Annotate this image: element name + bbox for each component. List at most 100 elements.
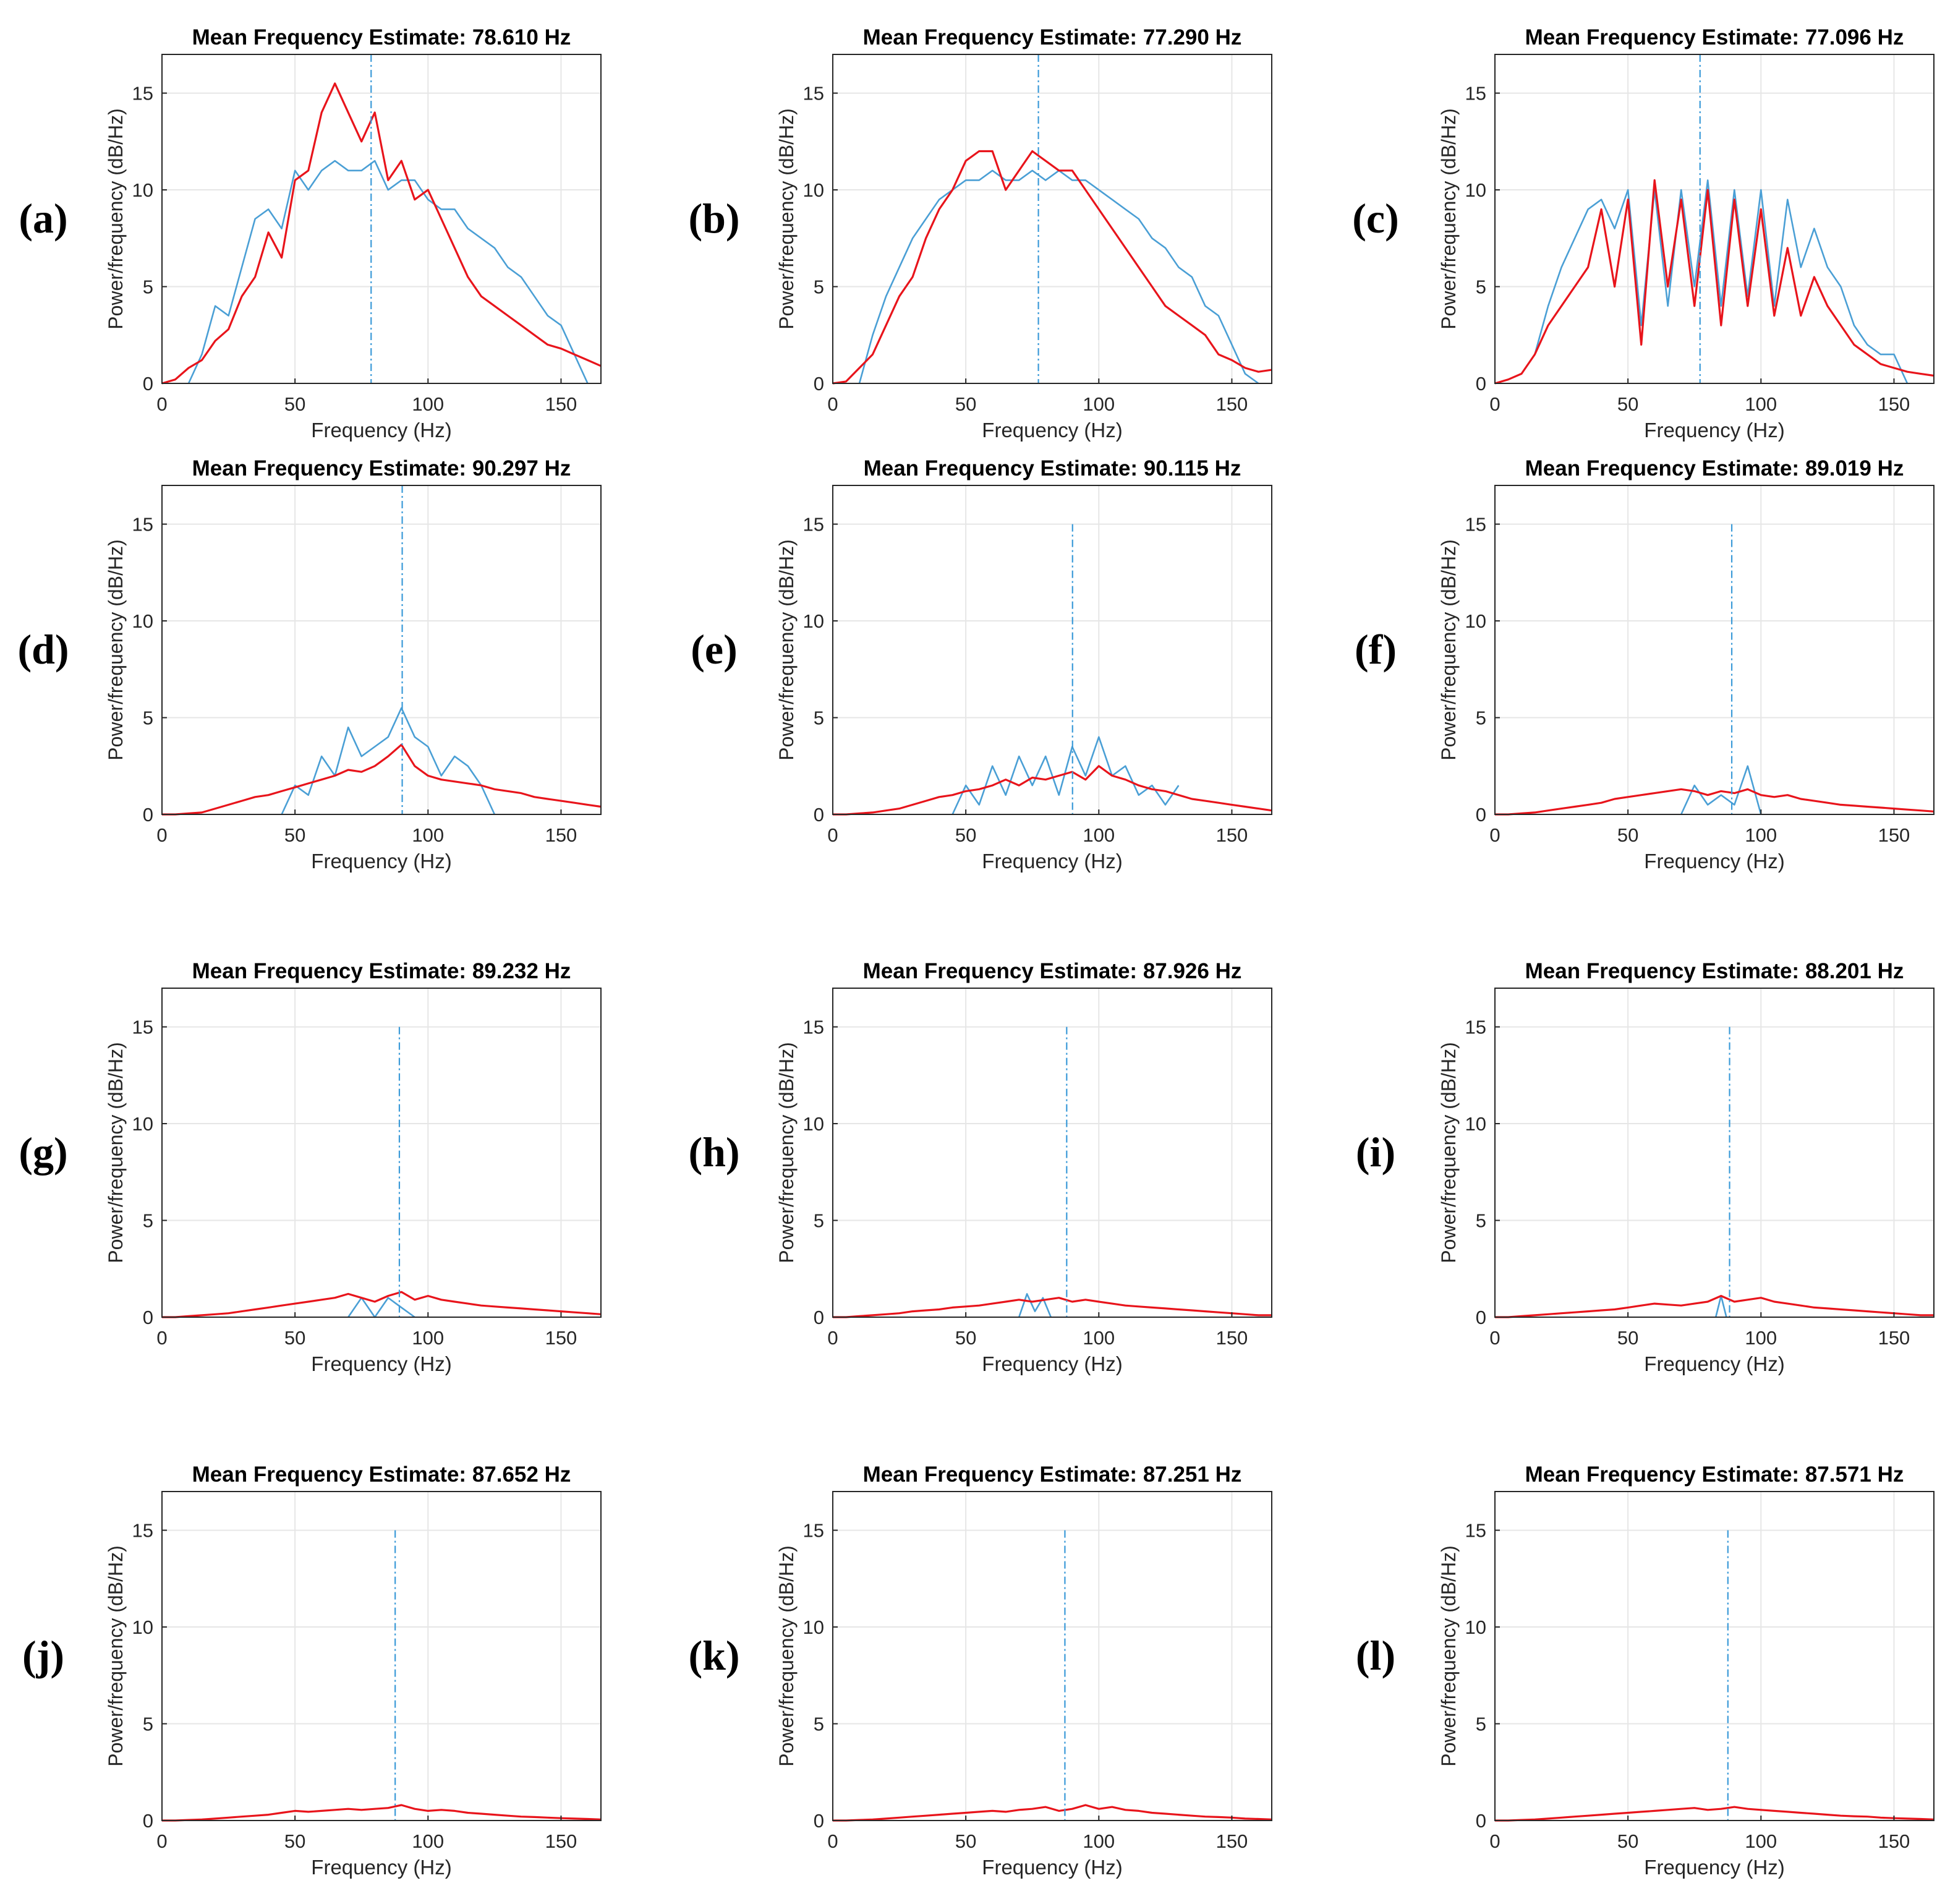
x-tick-label: 150 (1878, 1327, 1910, 1349)
x-tick-label: 150 (1878, 1830, 1910, 1852)
axes-box (832, 54, 1272, 384)
series-line-red (162, 1291, 602, 1318)
x-axis-label: Frequency (Hz) (982, 850, 1122, 873)
y-tick-label: 15 (132, 1017, 153, 1038)
y-axis-label: Power/frequency (dB/Hz) (104, 108, 127, 329)
y-axis-label: Power/frequency (dB/Hz) (1437, 539, 1460, 760)
chart-title: Mean Frequency Estimate: 87.571 Hz (1525, 1462, 1904, 1487)
series-line-red (1495, 1295, 1934, 1318)
y-tick-label: 0 (814, 1810, 824, 1832)
x-tick-label: 0 (827, 1830, 838, 1852)
chart-title: Mean Frequency Estimate: 87.652 Hz (192, 1462, 571, 1487)
plot-area (1495, 988, 1934, 1317)
x-tick-label: 100 (1745, 1830, 1777, 1852)
x-tick-label: 100 (1083, 824, 1115, 846)
chart-title: Mean Frequency Estimate: 87.251 Hz (863, 1462, 1242, 1487)
axes-box (161, 1491, 602, 1821)
x-tick-label: 50 (284, 1830, 305, 1852)
y-tick-label: 0 (143, 373, 153, 395)
series-line-red (1495, 1806, 1935, 1822)
chart-title: Mean Frequency Estimate: 90.297 Hz (192, 456, 571, 480)
plot-area (162, 988, 601, 1317)
x-axis-label: Frequency (Hz) (1644, 1856, 1784, 1879)
y-tick-label: 0 (1476, 1810, 1486, 1832)
x-axis-label: Frequency (Hz) (311, 1856, 451, 1879)
plot-area (1495, 54, 1934, 383)
x-tick-label: 150 (545, 1830, 577, 1852)
axes-box (1494, 485, 1935, 815)
y-tick-label: 10 (132, 610, 153, 632)
x-tick-label: 100 (412, 1830, 444, 1852)
x-tick-label: 150 (1216, 1830, 1248, 1852)
plot-area (833, 485, 1272, 814)
x-tick-label: 50 (1617, 1327, 1638, 1349)
y-tick-label: 5 (143, 707, 153, 729)
y-tick-label: 0 (1476, 373, 1486, 395)
series-line-red (1494, 179, 1935, 385)
x-tick-label: 0 (827, 393, 838, 415)
y-tick-label: 15 (132, 514, 153, 536)
y-tick-label: 10 (803, 610, 824, 632)
chart-title: Mean Frequency Estimate: 89.019 Hz (1525, 456, 1904, 480)
x-tick-label: 150 (545, 393, 577, 415)
chart-title: Mean Frequency Estimate: 89.232 Hz (192, 959, 571, 983)
panel-j: 0 50 100 150 0 5 10 15 Mean Frequency Estimate: … (22, 1462, 602, 1879)
series-line-blue (347, 1297, 415, 1318)
y-tick-label: 5 (814, 1714, 824, 1735)
panel-d: 0 50 100 150 0 5 10 15 Mean Frequency Estimate: … (17, 456, 602, 873)
axes-box (1494, 988, 1935, 1318)
y-tick-label: 15 (1465, 83, 1486, 105)
panel-g: 0 50 100 150 0 5 10 15 Mean Frequency Estimate: … (19, 959, 602, 1375)
y-tick-label: 15 (803, 1017, 824, 1038)
y-tick-label: 10 (803, 1616, 824, 1638)
panel-k: 0 50 100 150 0 5 10 15 Mean Frequency Estimate: … (688, 1462, 1272, 1879)
plot-area (1495, 485, 1934, 814)
plot-area (833, 1492, 1272, 1821)
x-axis-label: Frequency (Hz) (1644, 1352, 1784, 1375)
x-tick-label: 50 (955, 393, 976, 415)
series-line-blue (1018, 1293, 1052, 1318)
series-line-red (1495, 788, 1935, 816)
y-tick-label: 5 (1476, 707, 1486, 729)
x-axis-label: Frequency (Hz) (982, 1856, 1122, 1879)
axes-box (1494, 1491, 1935, 1821)
panel-letter: (h) (688, 1129, 739, 1176)
y-tick-label: 0 (814, 1307, 824, 1328)
plot-area (1495, 1492, 1934, 1821)
x-axis-label: Frequency (Hz) (311, 419, 451, 442)
axes-box (161, 485, 602, 815)
x-axis-label: Frequency (Hz) (1644, 850, 1784, 873)
panel-i: 0 50 100 150 0 5 10 15 Mean Frequency Estimate: … (1356, 959, 1935, 1375)
y-tick-label: 10 (803, 179, 824, 201)
panel-letter: (i) (1356, 1129, 1395, 1176)
panel-letter: (l) (1356, 1632, 1395, 1679)
x-tick-label: 50 (955, 1327, 976, 1349)
y-tick-label: 15 (132, 83, 153, 105)
x-tick-label: 0 (827, 824, 838, 846)
x-tick-label: 50 (1617, 824, 1638, 846)
series-line-blue (281, 707, 496, 815)
axes-box (832, 485, 1272, 815)
panel-b: 0 50 100 150 0 5 10 15 Mean Frequency Estimate: … (688, 25, 1272, 442)
chart-title: Mean Frequency Estimate: 77.096 Hz (1525, 25, 1904, 49)
x-tick-label: 50 (284, 393, 305, 415)
x-tick-label: 150 (545, 1327, 577, 1349)
series-line-blue (187, 160, 589, 384)
series-line-red (833, 1297, 1272, 1318)
series-line-red (162, 1804, 602, 1822)
y-tick-label: 0 (143, 1307, 153, 1328)
y-tick-label: 10 (132, 179, 153, 201)
plot-area (162, 54, 601, 383)
y-tick-label: 15 (803, 83, 824, 105)
x-axis-label: Frequency (Hz) (311, 850, 451, 873)
chart-title: Mean Frequency Estimate: 87.926 Hz (863, 959, 1242, 983)
series-line-blue (951, 736, 1180, 815)
x-tick-label: 150 (1216, 393, 1248, 415)
y-axis-label: Power/frequency (dB/Hz) (1437, 1545, 1460, 1766)
x-axis-label: Frequency (Hz) (1644, 419, 1784, 442)
x-axis-label: Frequency (Hz) (982, 1352, 1122, 1375)
axes-box (1494, 54, 1935, 384)
series-line-red (162, 743, 602, 816)
panel-letter: (d) (17, 626, 69, 673)
x-tick-label: 0 (156, 1327, 167, 1349)
